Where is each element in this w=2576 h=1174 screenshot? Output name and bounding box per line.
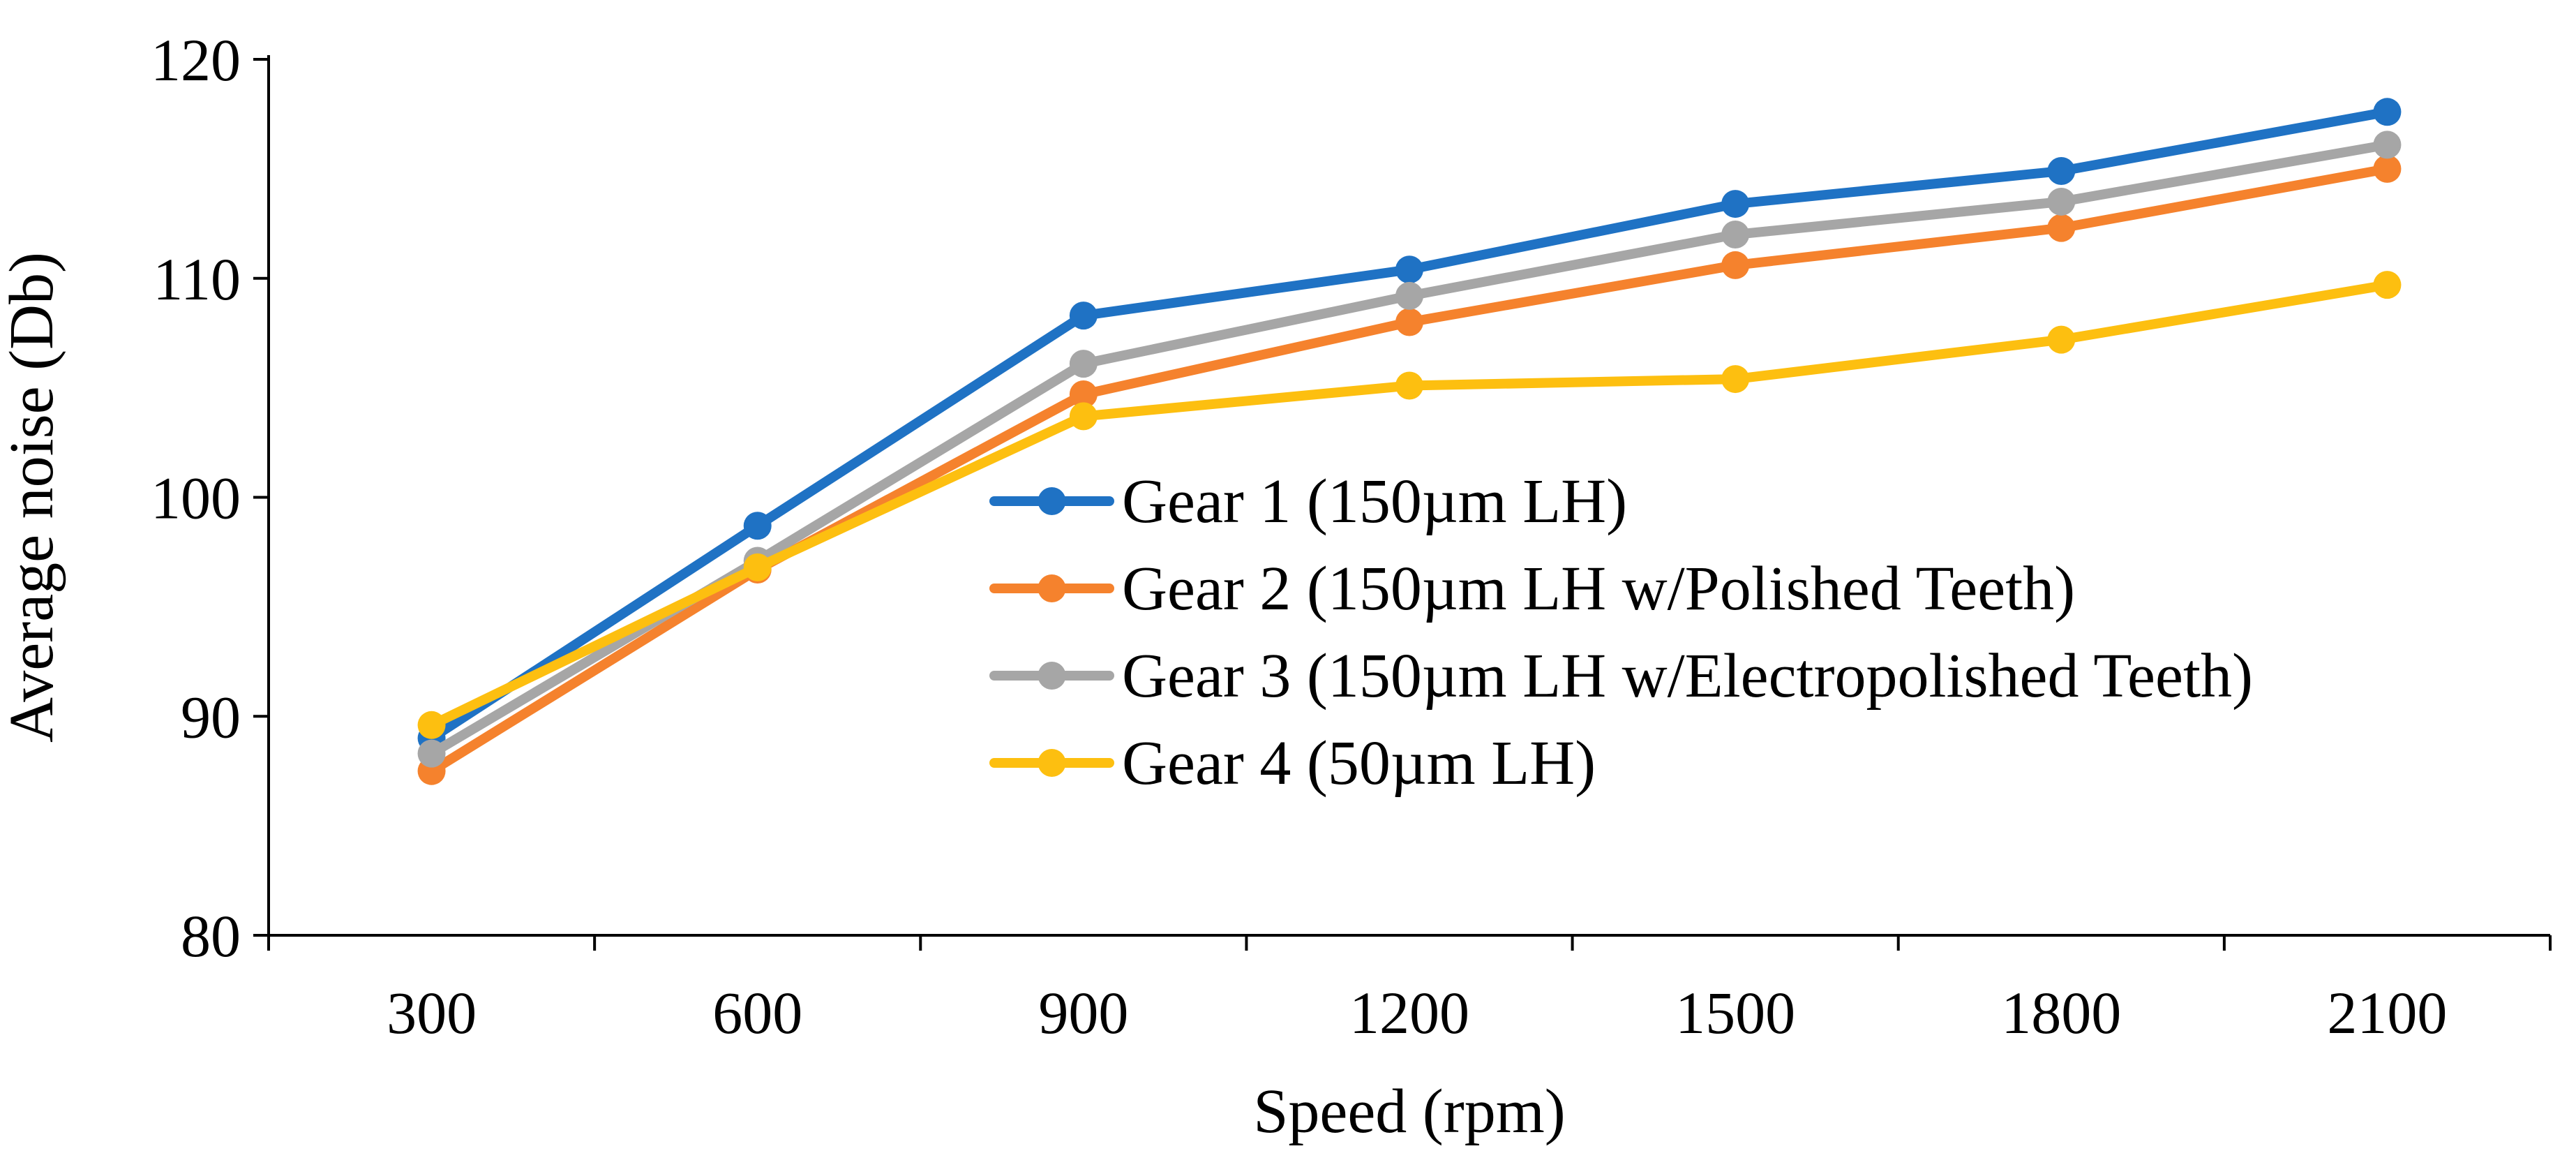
- data-point: [743, 512, 772, 540]
- series-layer: [417, 98, 2402, 785]
- x-tick-label: 1800: [2001, 979, 2121, 1046]
- legend-item: Gear 3 (150µm LH w/Electropolished Teeth…: [989, 641, 2253, 711]
- x-axis-ticks: 300 600 900 1200 1500 1800 2100: [267, 935, 2552, 1046]
- legend-marker: [1038, 662, 1066, 690]
- data-point: [1069, 302, 1098, 330]
- data-point: [2047, 187, 2076, 216]
- data-point: [2373, 271, 2402, 299]
- x-tick-label: 300: [387, 979, 477, 1046]
- y-axis-title: Average noise (Db): [0, 252, 66, 743]
- axes: [267, 55, 2550, 937]
- data-point: [2047, 157, 2076, 186]
- data-point: [1069, 350, 1098, 378]
- x-tick-label: 1200: [1349, 979, 1469, 1046]
- y-axis-ticks: 80 90 100 110 120: [151, 27, 269, 969]
- legend-marker: [1038, 749, 1066, 777]
- data-point: [2373, 98, 2402, 126]
- legend-item: Gear 1 (150µm LH): [989, 467, 1627, 536]
- data-point: [2047, 214, 2076, 242]
- x-tick-label: 600: [712, 979, 802, 1046]
- data-point: [743, 553, 772, 581]
- data-point: [417, 739, 446, 768]
- data-point: [1395, 308, 1423, 336]
- y-tick-label: 110: [153, 246, 241, 313]
- legend-item: Gear 2 (150µm LH w/Polished Teeth): [989, 554, 2075, 623]
- x-axis-title: Speed (rpm): [1253, 1077, 1565, 1146]
- data-point: [2373, 154, 2402, 183]
- data-point: [1069, 402, 1098, 431]
- x-tick-label: 1500: [1675, 979, 1795, 1046]
- data-point: [1721, 190, 1750, 218]
- y-tick-label: 90: [181, 683, 241, 750]
- data-point: [1721, 251, 1750, 279]
- data-point: [417, 711, 446, 739]
- legend-label: Gear 2 (150µm LH w/Polished Teeth): [1122, 554, 2075, 623]
- data-point: [1069, 380, 1098, 409]
- legend-marker: [1038, 487, 1066, 515]
- legend-label: Gear 3 (150µm LH w/Electropolished Teeth…: [1122, 641, 2253, 711]
- data-point: [1395, 255, 1423, 284]
- x-tick-label: 900: [1038, 979, 1128, 1046]
- data-point: [1395, 371, 1423, 400]
- legend-item: Gear 4 (50µm LH): [989, 729, 1596, 798]
- data-point: [1395, 281, 1423, 310]
- data-point: [2047, 325, 2076, 354]
- y-tick-label: 120: [151, 27, 241, 94]
- x-tick-label: 2100: [2327, 979, 2447, 1046]
- data-point: [2373, 131, 2402, 159]
- legend: Gear 1 (150µm LH) Gear 2 (150µm LH w/Poli…: [989, 467, 2253, 798]
- legend-label: Gear 1 (150µm LH): [1122, 467, 1627, 536]
- y-tick-label: 80: [181, 902, 241, 969]
- legend-marker: [1038, 574, 1066, 602]
- series-4: [417, 271, 2402, 739]
- data-point: [1721, 221, 1750, 248]
- y-tick-label: 100: [151, 465, 241, 532]
- data-point: [1721, 365, 1750, 394]
- legend-label: Gear 4 (50µm LH): [1122, 729, 1596, 798]
